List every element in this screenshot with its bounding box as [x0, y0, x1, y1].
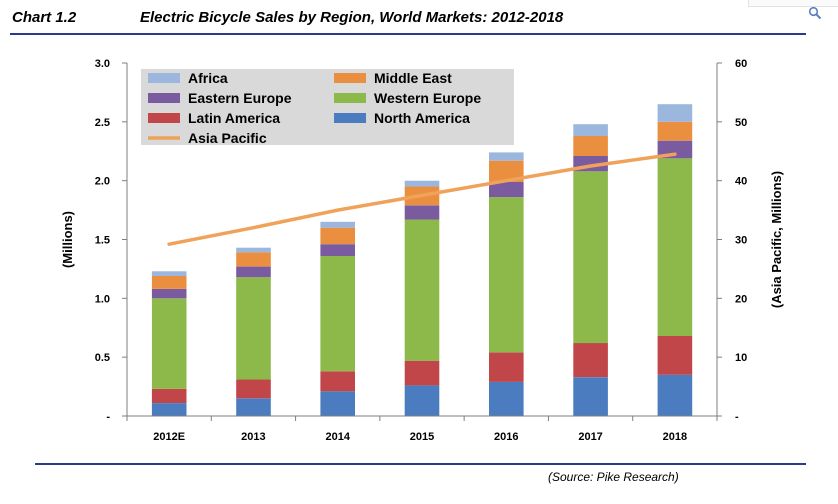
chart-title: Electric Bicycle Sales by Region, World … — [140, 9, 564, 26]
bar-north-america-2012e — [151, 403, 187, 416]
legend: Africa Middle East Eastern Europe Western E… — [141, 69, 514, 146]
legend-label-western-europe: Western Europe — [374, 90, 481, 106]
bar-latin-america-2015 — [404, 360, 440, 386]
bar-north-america-2015 — [404, 385, 440, 416]
y-tick-label-left: 0.5 — [95, 352, 110, 364]
legend-swatch-latin-america — [148, 113, 180, 123]
y-tick-label-left: - — [106, 411, 110, 423]
legend-label-north-america: North America — [374, 110, 470, 126]
bar-middle-east-2017 — [573, 136, 608, 156]
legend-swatch-africa — [148, 73, 180, 83]
bar-western-europe-2015 — [404, 219, 440, 361]
legend-label-africa: Africa — [188, 70, 228, 86]
bar-north-america-2017 — [573, 377, 608, 416]
y-axis-title-left: (Millions) — [60, 211, 75, 268]
bar-latin-america-2013 — [236, 379, 271, 399]
y-tick-label-right: - — [735, 411, 739, 423]
legend-background — [141, 69, 514, 145]
bar-north-america-2016 — [489, 381, 524, 416]
bar-western-europe-2014 — [320, 256, 355, 372]
bar-africa-2017 — [573, 124, 608, 136]
bar-western-europe-2012e — [151, 298, 187, 389]
y-tick-label-left: 1.0 — [95, 293, 110, 305]
source-note: (Source: Pike Research) — [548, 470, 679, 484]
x-tick-label-2017: 2017 — [578, 431, 602, 443]
bar-middle-east-2014 — [320, 227, 355, 245]
y-tick-label-left: 2.0 — [95, 176, 110, 188]
bar-africa-2016 — [489, 152, 524, 161]
bar-latin-america-2017 — [573, 343, 608, 378]
bar-eastern-europe-2016 — [489, 181, 524, 198]
y-tick-label-right: 10 — [735, 352, 747, 364]
bar-western-europe-2017 — [573, 171, 608, 344]
zoom-icon[interactable] — [808, 6, 822, 20]
line-asia-pacific — [167, 152, 677, 246]
bar-africa-2012e — [151, 271, 187, 276]
y-tick-label-right: 50 — [735, 117, 747, 129]
bar-eastern-europe-2012e — [151, 288, 187, 299]
legend-swatch-middle-east — [334, 73, 366, 83]
y-tick-label-right: 40 — [735, 176, 747, 188]
bar-western-europe-2013 — [236, 277, 271, 380]
bar-latin-america-2014 — [320, 371, 355, 392]
legend-swatch-north-america — [334, 113, 366, 123]
legend-swatch-eastern-europe — [148, 93, 180, 103]
x-tick-label-2015: 2015 — [410, 431, 434, 443]
footer-rule — [35, 463, 806, 465]
bar-middle-east-2012e — [151, 276, 187, 289]
bar-layer — [151, 104, 693, 416]
bar-eastern-europe-2013 — [236, 266, 271, 278]
y-axis-title-right: (Asia Pacific, Millions) — [769, 171, 784, 308]
bar-africa-2013 — [236, 247, 271, 253]
bar-eastern-europe-2014 — [320, 244, 355, 256]
bar-latin-america-2016 — [489, 352, 524, 382]
x-tick-label-2012e: 2012E — [153, 431, 185, 443]
x-tick-label-2014: 2014 — [325, 431, 350, 443]
y-tick-label-left: 3.0 — [95, 58, 110, 70]
y-tick-label-left: 2.5 — [95, 117, 110, 129]
stacked-bar-chart: - 0.5 1.0 1.5 2.0 2.5 3.0 - 10 20 30 40 50 60 2012E 201… — [60, 58, 784, 443]
bar-middle-east-2013 — [236, 252, 271, 267]
y-tick-label-left: 1.5 — [95, 235, 110, 247]
bar-latin-america-2012e — [151, 388, 187, 403]
x-tick-label-2018: 2018 — [663, 431, 687, 443]
bar-north-america-2018 — [657, 374, 693, 416]
x-tick-label-2016: 2016 — [494, 431, 518, 443]
zoom-toolbar — [748, 0, 838, 7]
bar-africa-2015 — [404, 180, 440, 187]
legend-label-eastern-europe: Eastern Europe — [188, 90, 292, 106]
bar-middle-east-2016 — [489, 160, 524, 182]
bar-north-america-2013 — [236, 398, 271, 416]
chart-number: Chart 1.2 — [12, 9, 77, 26]
bar-africa-2014 — [320, 221, 355, 228]
bar-western-europe-2016 — [489, 197, 524, 353]
line-layer — [167, 152, 677, 246]
bar-western-europe-2018 — [657, 158, 693, 336]
bar-latin-america-2018 — [657, 336, 693, 375]
y-tick-label-right: 20 — [735, 293, 747, 305]
x-tick-label-2013: 2013 — [241, 431, 265, 443]
chart-header: Chart 1.2 Electric Bicycle Sales by Regi… — [0, 0, 838, 40]
legend-label-latin-america: Latin America — [188, 110, 280, 126]
legend-label-middle-east: Middle East — [374, 70, 452, 86]
legend-swatch-western-europe — [334, 93, 366, 103]
header-rule — [10, 33, 806, 35]
legend-label-asia-pacific: Asia Pacific — [188, 130, 267, 146]
bar-north-america-2014 — [320, 391, 355, 416]
y-tick-label-right: 60 — [735, 58, 747, 70]
y-tick-label-right: 30 — [735, 235, 747, 247]
bar-middle-east-2018 — [657, 121, 693, 141]
bar-africa-2018 — [657, 104, 693, 122]
bar-eastern-europe-2015 — [404, 205, 440, 220]
axes-layer: - 0.5 1.0 1.5 2.0 2.5 3.0 - 10 20 30 40 50 60 2012E 201… — [60, 58, 784, 443]
